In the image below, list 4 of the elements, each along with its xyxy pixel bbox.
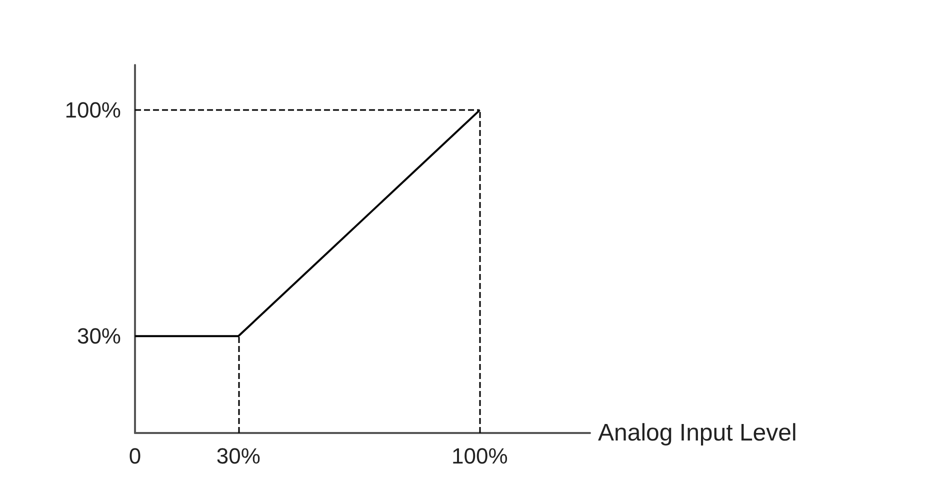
x-tick-label: 30% (216, 444, 260, 468)
x-tick-label: 100% (452, 444, 508, 468)
x-tick-label: 0 (128, 444, 142, 468)
x-axis-title: Analog Input Level (598, 420, 797, 446)
